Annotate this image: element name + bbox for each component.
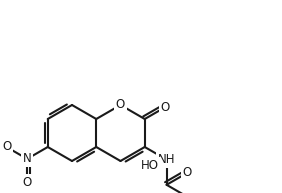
Text: O: O — [2, 141, 11, 153]
Text: O: O — [161, 101, 170, 114]
Text: HO: HO — [141, 159, 159, 172]
Text: N: N — [23, 152, 32, 165]
Text: O: O — [116, 98, 125, 112]
Text: NH: NH — [158, 153, 175, 166]
Text: O: O — [23, 176, 32, 189]
Text: O: O — [182, 166, 192, 179]
